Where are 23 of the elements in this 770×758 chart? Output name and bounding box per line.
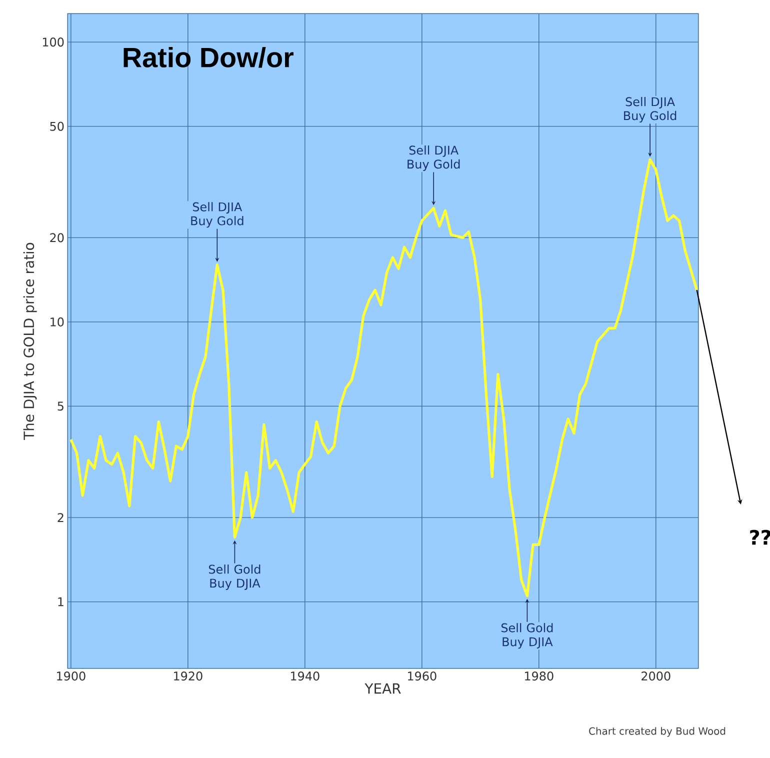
x-axis-title: YEAR	[364, 683, 401, 694]
annotation: Sell DJIA Buy Gold	[191, 202, 244, 228]
x-tick-label: 1960	[408, 672, 436, 681]
y-tick-label: 5	[58, 402, 64, 411]
annotation: Sell DJIA Buy Gold	[408, 145, 460, 171]
x-tick-label: 1980	[524, 672, 554, 681]
y-tick-label: 100	[42, 38, 64, 47]
x-tick-label: 2000	[642, 672, 670, 681]
y-axis-title: The DJIA to GOLD price ratio	[23, 242, 37, 440]
text: Chart created by Bud Wood	[589, 727, 726, 737]
y-tick-label: 20	[50, 233, 64, 242]
annotation: Sell Gold Buy DJIA	[208, 564, 260, 590]
line-series	[70, 158, 698, 598]
y-tick-label: 50	[50, 122, 64, 131]
y-tick-label: 10	[50, 317, 64, 326]
text: Ratio Dow/or	[124, 46, 294, 68]
y-tick-label: 2	[58, 513, 64, 522]
x-tick-label: 1920	[174, 672, 202, 681]
annotation: Sell Gold Buy DJIA	[501, 623, 553, 649]
annotation: Sell DJIA Buy Gold	[624, 96, 676, 122]
x-tick-label: 1940	[291, 672, 320, 681]
x-tick-label: 1900	[57, 672, 86, 681]
y-tick-label: 1	[58, 597, 64, 606]
